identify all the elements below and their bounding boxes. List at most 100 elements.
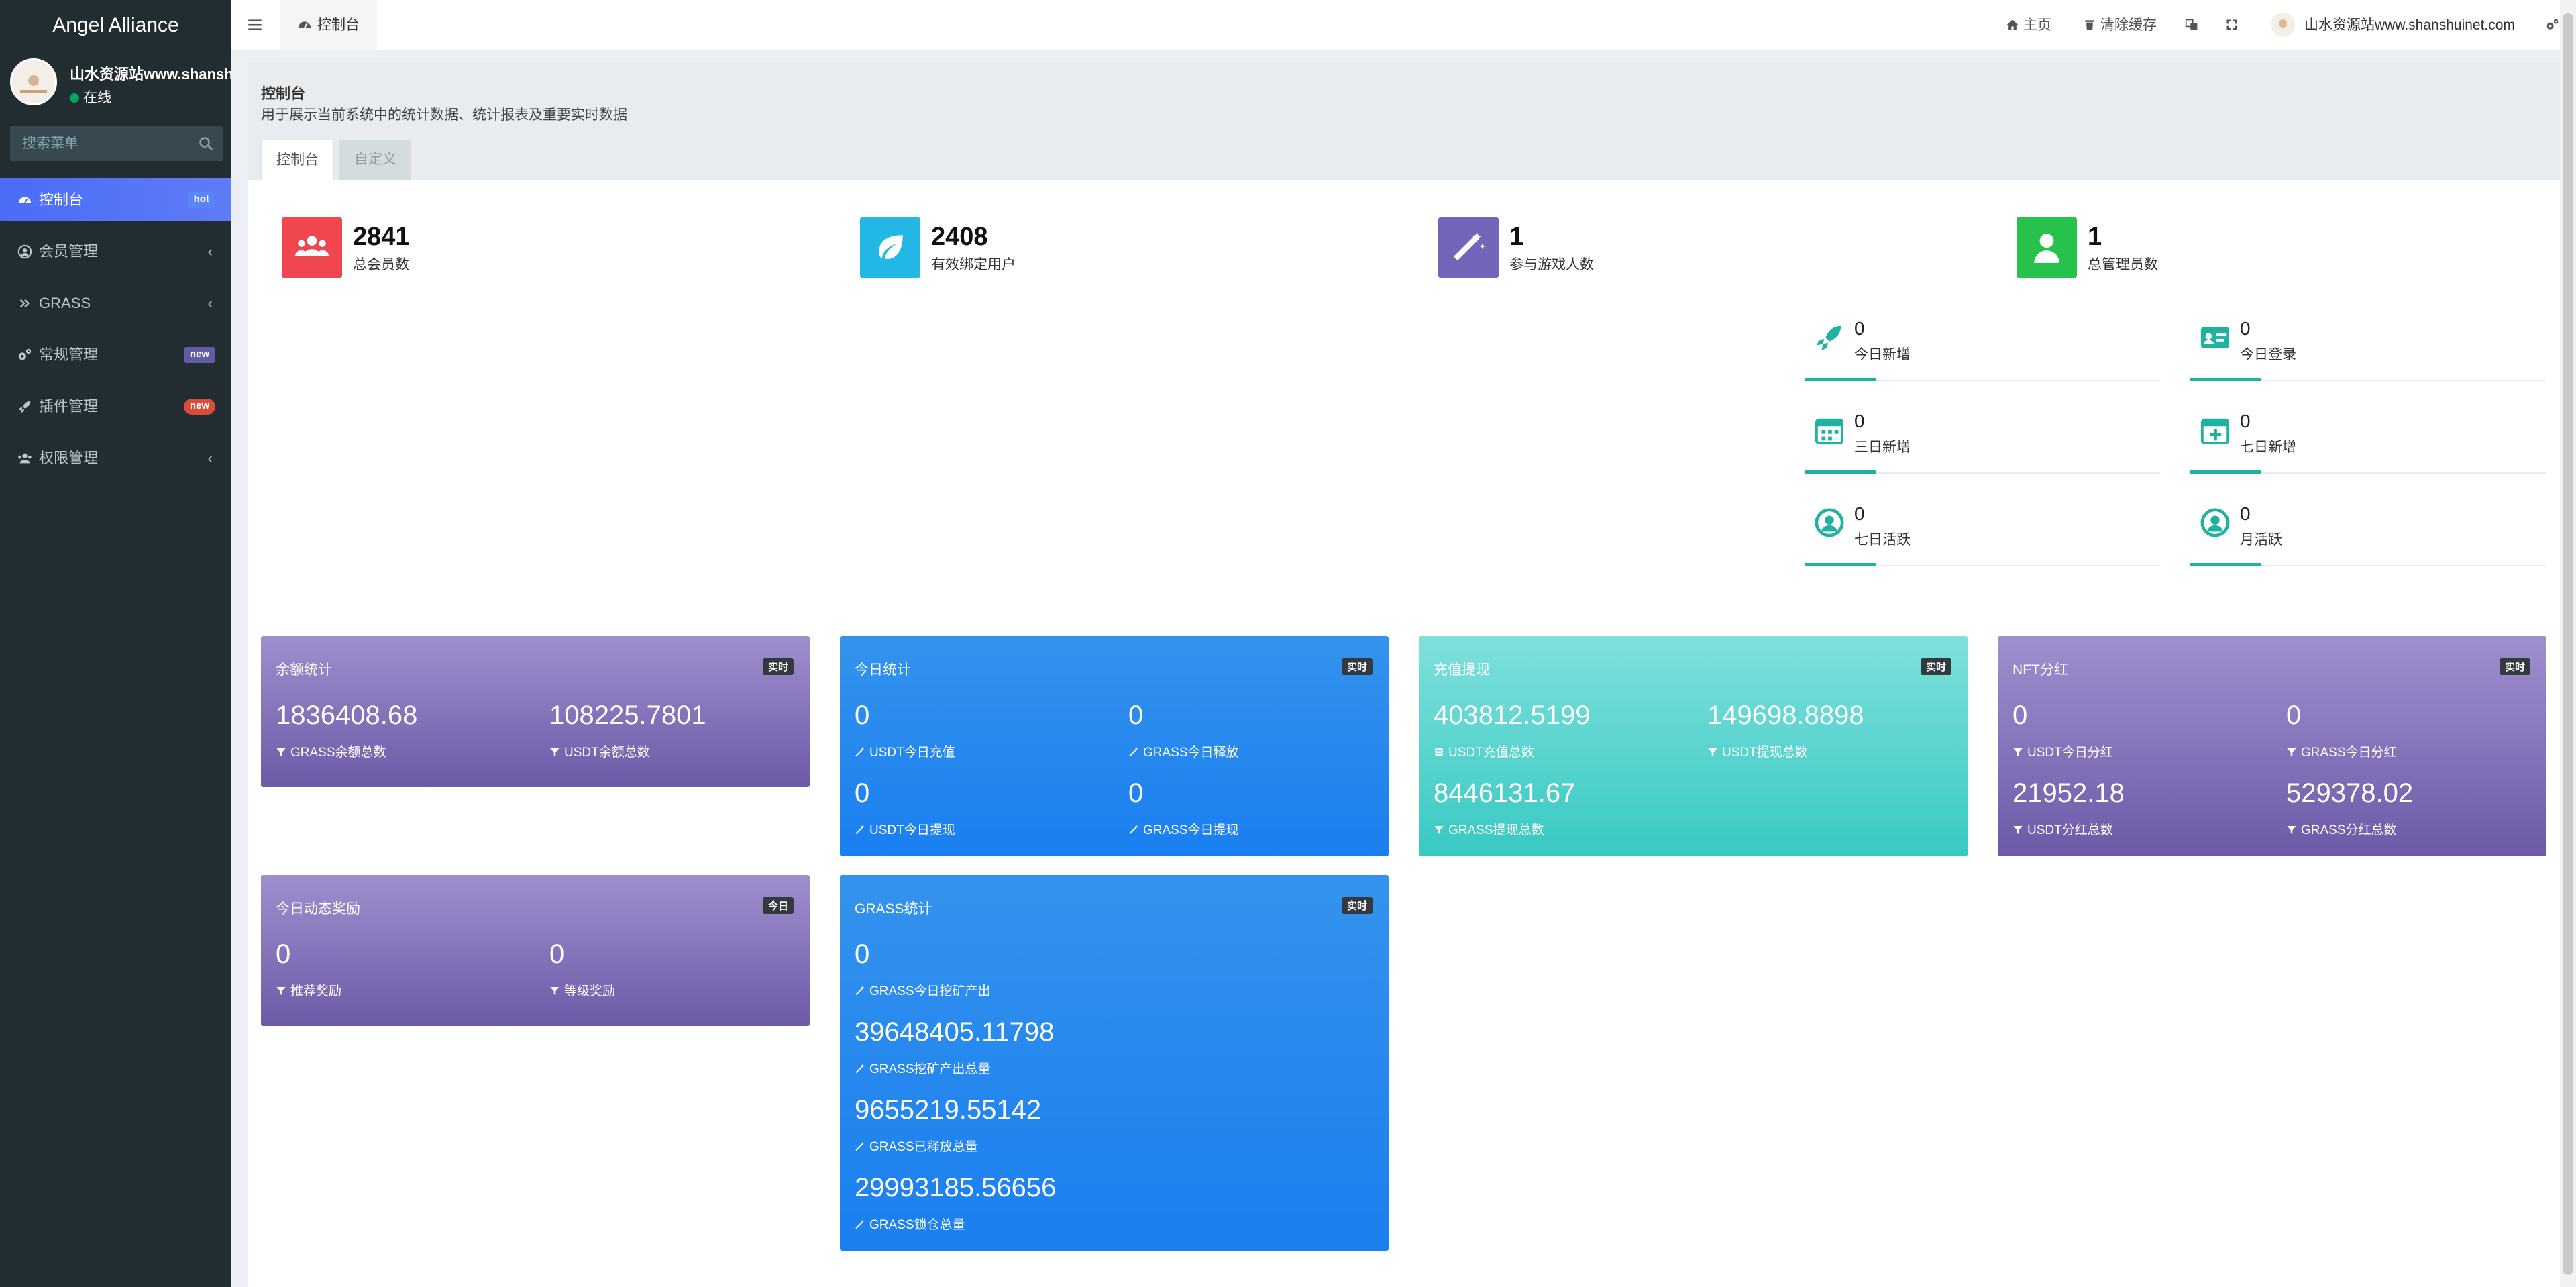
sidebar-item-label: 控制台 bbox=[39, 191, 84, 208]
sidebar-item-label: 插件管理 bbox=[39, 398, 99, 415]
home-label: 主页 bbox=[2023, 17, 2051, 33]
id-card-icon bbox=[2200, 327, 2230, 348]
sidebar-item-members[interactable]: 会员管理 ‹ bbox=[0, 225, 231, 277]
filter-icon bbox=[2287, 748, 2296, 756]
user-icon bbox=[2034, 234, 2059, 263]
tab-custom[interactable]: 自定义 bbox=[339, 140, 411, 180]
card-tag: 实时 bbox=[1341, 658, 1373, 675]
mini-stat-today-login: 0 今日登录 bbox=[2190, 307, 2546, 381]
sidebar-item-grass[interactable]: GRASS ‹ bbox=[0, 277, 231, 329]
card-label: GRASS提现总数 bbox=[1434, 820, 1544, 838]
magic-wand-icon bbox=[1129, 825, 1138, 835]
magic-wand-icon bbox=[855, 986, 864, 996]
rocket-icon bbox=[18, 401, 31, 413]
card-label: USDT充值总数 bbox=[1434, 742, 1534, 760]
stat-icon-box bbox=[282, 217, 342, 278]
filter-icon bbox=[550, 987, 559, 995]
magic-wand-icon bbox=[855, 1219, 864, 1229]
dashboard-icon bbox=[298, 21, 311, 29]
mini-stat-monthly-active: 0 月活跃 bbox=[2190, 493, 2546, 566]
tab-dashboard[interactable]: 控制台 bbox=[280, 0, 377, 50]
fullscreen-button[interactable] bbox=[2225, 0, 2243, 50]
filter-icon bbox=[2013, 826, 2023, 834]
clear-cache-button[interactable]: 清除缓存 bbox=[2083, 0, 2157, 50]
stat-bound-users: 2408 有效绑定用户 bbox=[860, 217, 1263, 278]
hot-badge: hot bbox=[187, 192, 215, 208]
filter-icon bbox=[1434, 826, 1444, 834]
stat-label: 总会员数 bbox=[353, 257, 409, 272]
card-title: 今日统计 bbox=[855, 662, 911, 678]
sidebar-item-permissions[interactable]: 权限管理 ‹ bbox=[0, 432, 231, 484]
cogs-icon bbox=[18, 348, 32, 360]
stat-value: 1 bbox=[1509, 223, 1524, 251]
mini-stat-bar bbox=[1805, 563, 1876, 566]
filter-icon bbox=[550, 748, 559, 756]
mini-stat-bar bbox=[2190, 378, 2261, 381]
mini-stat-value: 0 bbox=[2240, 411, 2251, 431]
search-input[interactable] bbox=[10, 126, 178, 161]
card-value: 0 bbox=[2012, 701, 2028, 730]
card-label: GRASS锁仓总量 bbox=[855, 1215, 965, 1233]
user-status: 在线 bbox=[70, 87, 111, 107]
card-recharge-withdraw: 充值提现 实时 403812.5199 USDT充值总数 149698.8898… bbox=[1419, 636, 1968, 856]
card-value: 0 bbox=[549, 939, 565, 969]
card-label: 推荐奖励 bbox=[276, 981, 341, 999]
settings-button[interactable] bbox=[2546, 0, 2563, 50]
avatar bbox=[2271, 13, 2295, 37]
translate-button[interactable] bbox=[2185, 0, 2202, 50]
card-label: USDT余额总数 bbox=[549, 742, 650, 760]
mini-stat-value: 0 bbox=[2240, 318, 2251, 339]
hamburger-menu-icon[interactable] bbox=[246, 16, 264, 34]
mini-stat-label: 三日新增 bbox=[1854, 440, 1911, 455]
card-title: NFT分红 bbox=[2012, 662, 2068, 678]
sidebar-item-plugins[interactable]: 插件管理 new bbox=[0, 380, 231, 432]
filter-icon bbox=[2013, 748, 2023, 756]
search-icon[interactable] bbox=[198, 136, 214, 152]
card-label: GRASS分红总数 bbox=[2286, 820, 2397, 838]
home-link[interactable]: 主页 bbox=[2006, 0, 2051, 50]
mini-stat-value: 0 bbox=[2240, 503, 2251, 524]
mini-stat-three-day-new: 0 三日新增 bbox=[1805, 400, 2160, 474]
stat-icon-box bbox=[2017, 217, 2077, 278]
mini-stat-bar bbox=[2190, 470, 2261, 474]
card-tag: 实时 bbox=[1920, 658, 1951, 675]
chevron-left-icon: ‹ bbox=[207, 243, 213, 260]
tab-dashboard[interactable]: 控制台 bbox=[261, 140, 334, 180]
card-title: GRASS统计 bbox=[855, 901, 932, 917]
card-value: 0 bbox=[2286, 701, 2302, 730]
account-menu[interactable]: 山水资源站www.shanshuinet.com bbox=[2271, 0, 2515, 50]
stat-icon-box bbox=[1438, 217, 1499, 278]
card-label: GRASS今日挖矿产出 bbox=[855, 981, 991, 999]
sidebar-item-general[interactable]: 常规管理 new bbox=[0, 329, 231, 380]
scrollbar[interactable] bbox=[2560, 0, 2576, 1287]
card-value: 29993185.56656 bbox=[855, 1173, 1057, 1202]
dashboard-panel: 控制台 用于展示当前系统中的统计数据、统计报表及重要实时数据 控制台 自定义 2… bbox=[248, 62, 2560, 1287]
magic-wand-icon bbox=[855, 1064, 864, 1074]
card-label: GRASS今日释放 bbox=[1128, 742, 1239, 760]
leaf-icon bbox=[879, 235, 903, 259]
card-label: USDT分红总数 bbox=[2012, 820, 2113, 838]
card-title: 余额统计 bbox=[276, 662, 332, 678]
user-circle-icon bbox=[17, 244, 32, 258]
card-value: 0 bbox=[855, 939, 870, 969]
stat-icon-box bbox=[860, 217, 920, 278]
card-today: 今日统计 实时 0 USDT今日充值 0 GRASS今日释放 0 USDT今日提… bbox=[840, 636, 1389, 856]
brand-logo[interactable]: Angel Alliance bbox=[0, 0, 231, 50]
sidebar-item-dashboard[interactable]: 控制台 hot bbox=[0, 178, 231, 221]
stat-label: 有效绑定用户 bbox=[931, 257, 1016, 272]
card-grass-stats: GRASS统计 实时 0 GRASS今日挖矿产出 39648405.11798 … bbox=[840, 875, 1389, 1251]
card-value: 0 bbox=[855, 778, 870, 808]
user-panel: 山水资源站www.shanshuinet.com 在线 bbox=[0, 50, 231, 124]
stat-value: 2841 bbox=[353, 223, 410, 251]
avatar bbox=[10, 58, 57, 105]
mini-stat-seven-day-new: 0 七日新增 bbox=[2190, 400, 2546, 474]
rocket-icon bbox=[1816, 325, 1841, 351]
scrollbar-thumb[interactable] bbox=[2563, 13, 2573, 1275]
stat-game-players: 1 参与游戏人数 bbox=[1438, 217, 1841, 278]
user-name: 山水资源站www.shanshuinet.com bbox=[70, 66, 231, 83]
card-value: 0 bbox=[1128, 701, 1144, 730]
magic-wand-icon bbox=[855, 1141, 864, 1151]
page-description: 用于展示当前系统中的统计数据、统计报表及重要实时数据 bbox=[261, 107, 627, 123]
card-value: 149698.8898 bbox=[1707, 701, 1864, 730]
mini-stat-label: 今日登录 bbox=[2240, 347, 2296, 362]
